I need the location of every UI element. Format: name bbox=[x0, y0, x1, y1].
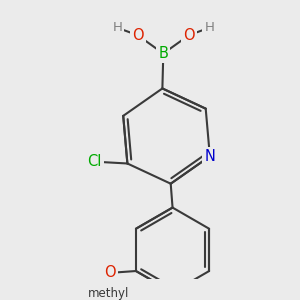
Text: H: H bbox=[112, 21, 122, 34]
Text: Cl: Cl bbox=[87, 154, 101, 169]
Text: O: O bbox=[183, 28, 195, 43]
Text: methyl: methyl bbox=[88, 286, 129, 300]
Text: N: N bbox=[204, 149, 215, 164]
Text: O: O bbox=[132, 28, 143, 43]
Text: H: H bbox=[204, 21, 214, 34]
Text: B: B bbox=[158, 46, 168, 61]
Text: O: O bbox=[104, 266, 116, 280]
